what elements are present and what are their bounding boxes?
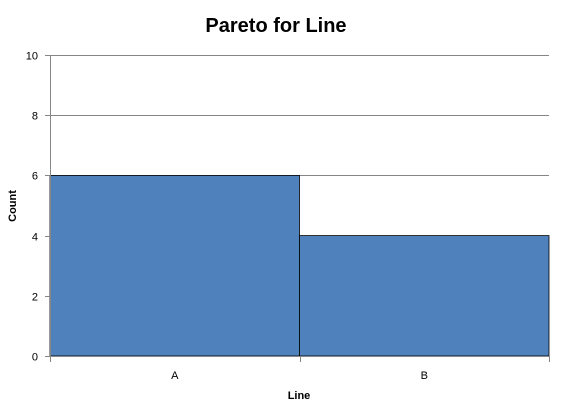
x-axis-label: Line <box>288 390 311 402</box>
bars <box>49 174 550 357</box>
chart-title: Pareto for Line <box>205 15 346 37</box>
bar-B <box>299 235 550 357</box>
y-tick-label-10: 10 <box>26 51 38 63</box>
x-tick-label-A: A <box>171 370 179 382</box>
axes <box>45 55 550 362</box>
y-tick-labels: 0 2 4 6 8 10 <box>26 51 38 364</box>
y-tick-label-6: 6 <box>32 171 38 183</box>
y-tick-label-2: 2 <box>32 292 38 304</box>
bar-A <box>49 174 300 357</box>
x-tick-label-B: B <box>421 370 428 382</box>
y-tick-label-8: 8 <box>32 111 38 123</box>
y-tick-label-4: 4 <box>32 232 38 244</box>
y-tick-label-0: 0 <box>32 352 38 364</box>
y-axis-label: Count <box>7 190 19 222</box>
